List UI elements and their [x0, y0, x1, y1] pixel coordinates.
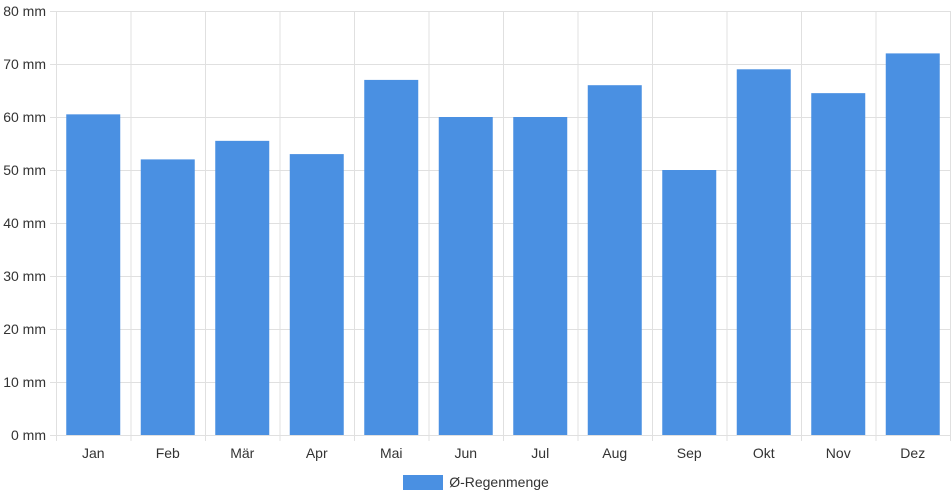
bar-mai — [364, 79, 419, 436]
x-tick-label: Mai — [380, 445, 403, 461]
x-tick-label: Sep — [677, 445, 702, 461]
bar-aug — [587, 85, 642, 435]
legend-label: Ø-Regenmenge — [449, 474, 549, 490]
y-tick-label: 60 mm — [3, 109, 46, 125]
x-tick-label: Dez — [900, 445, 925, 461]
bar-dez — [885, 53, 940, 436]
x-tick-label: Aug — [602, 445, 627, 461]
bar-jun — [438, 117, 493, 435]
bar-nov — [811, 93, 866, 436]
x-tick-label: Jan — [82, 445, 105, 461]
y-tick-label: 20 mm — [3, 321, 46, 337]
y-tick-label: 0 mm — [11, 427, 46, 443]
bar-mär — [215, 140, 270, 435]
x-tick-label: Okt — [753, 445, 775, 461]
y-tick-label: 10 mm — [3, 374, 46, 390]
x-tick-label: Jul — [531, 445, 549, 461]
legend-item[interactable]: Ø-Regenmenge — [403, 474, 549, 490]
bar-feb — [140, 159, 195, 435]
x-tick-label: Jun — [454, 445, 477, 461]
x-tick-label: Feb — [156, 445, 180, 461]
chart-legend: Ø-Regenmenge — [0, 472, 952, 492]
x-tick-label: Nov — [826, 445, 851, 461]
bar-okt — [736, 69, 791, 436]
legend-swatch — [403, 474, 444, 490]
y-tick-label: 30 mm — [3, 268, 46, 284]
y-tick-label: 40 mm — [3, 215, 46, 231]
x-tick-label: Apr — [306, 445, 328, 461]
bar-apr — [289, 154, 344, 435]
bar-sep — [662, 170, 717, 435]
y-tick-label: 50 mm — [3, 162, 46, 178]
x-tick-label: Mär — [230, 445, 254, 461]
bar-jul — [513, 117, 568, 435]
y-tick-label: 70 mm — [3, 56, 46, 72]
y-tick-label: 80 mm — [3, 3, 46, 19]
bar-jan — [66, 114, 121, 435]
